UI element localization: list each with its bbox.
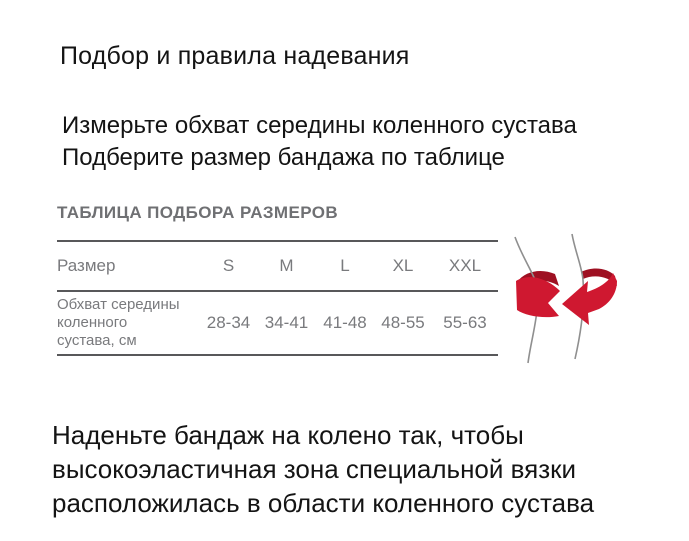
page-title: Подбор и правила надевания bbox=[60, 42, 410, 70]
leg-line-right bbox=[571, 233, 585, 360]
size-col-xl: XL bbox=[392, 256, 414, 275]
band-back-right-dark bbox=[581, 268, 617, 286]
intro-line-measure: Измерьте обхват середины коленного суста… bbox=[62, 112, 577, 139]
intro-paragraph: Измерьте обхват середины коленного суста… bbox=[62, 110, 577, 174]
footer-line-1: Наденьте бандаж на колено так, чтобы bbox=[52, 420, 524, 450]
wearing-instruction-paragraph: Наденьте бандаж на колено так, чтобы выс… bbox=[52, 418, 594, 520]
band-arrow-left bbox=[562, 273, 617, 325]
range-xl: 48-55 bbox=[381, 313, 425, 332]
intro-line-select-size: Подберите размер бандажа по таблице bbox=[62, 144, 505, 171]
knee-measurement-illustration bbox=[514, 233, 617, 364]
band-tail-segment bbox=[516, 277, 560, 318]
size-col-xxl: XXL bbox=[448, 256, 482, 275]
size-table: Размер S M L XL XXL Обхват середины коле… bbox=[57, 240, 498, 356]
size-header-label: Размер bbox=[57, 256, 116, 275]
size-col-m: M bbox=[279, 256, 294, 275]
size-table-data-row: Обхват середины коленного сустава, см 28… bbox=[57, 292, 498, 356]
range-m: 34-41 bbox=[264, 313, 309, 332]
footer-line-2: высокоэластичная зона специальной вязки bbox=[52, 454, 577, 484]
size-col-s: S bbox=[222, 256, 235, 275]
range-xxl: 55-63 bbox=[443, 313, 487, 332]
footer-line-3: расположилась в области коленного сустав… bbox=[52, 488, 595, 518]
size-col-l: L bbox=[340, 256, 350, 275]
range-l: 41-48 bbox=[323, 313, 367, 332]
size-table-title: ТАБЛИЦА ПОДБОРА РАЗМЕРОВ bbox=[57, 203, 339, 222]
range-s: 28-34 bbox=[206, 313, 251, 332]
size-table-header-row: Размер S M L XL XXL bbox=[57, 242, 498, 292]
circumference-row-label: Обхват середины коленного сустава, см bbox=[57, 296, 180, 349]
